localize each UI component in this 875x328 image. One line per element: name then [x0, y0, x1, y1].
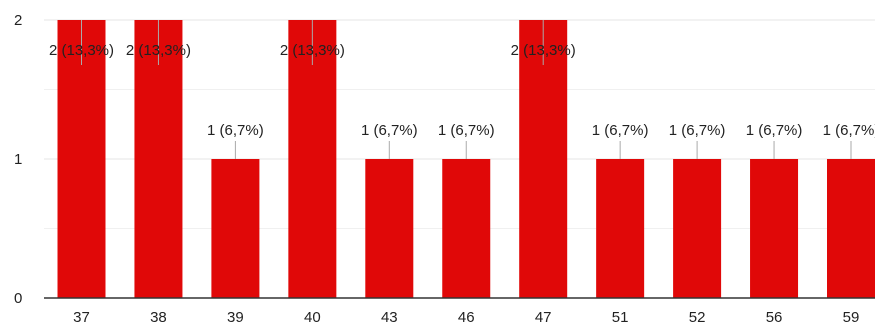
x-tick-label: 37 — [73, 309, 90, 326]
y-tick-label: 0 — [14, 290, 22, 307]
bar — [211, 159, 260, 298]
bar — [365, 159, 414, 298]
axis-layer: 0 1 2 37 38 39 40 43 46 47 51 52 56 59 — [14, 12, 875, 326]
data-label: 2 (13,3%) — [126, 42, 191, 59]
bar — [57, 20, 106, 298]
bar — [827, 159, 875, 298]
bars-layer — [57, 20, 875, 298]
y-tick-label: 1 — [14, 151, 22, 168]
x-tick-label: 47 — [535, 309, 552, 326]
bar — [134, 20, 183, 298]
x-tick-label: 40 — [304, 309, 321, 326]
data-label: 1 (6,7%) — [669, 122, 726, 139]
x-tick-label: 51 — [612, 309, 629, 326]
data-label: 1 (6,7%) — [361, 122, 418, 139]
x-tick-label: 59 — [843, 309, 860, 326]
bar — [750, 159, 799, 298]
data-label: 2 (13,3%) — [49, 42, 114, 59]
data-label: 1 (6,7%) — [438, 122, 495, 139]
x-tick-label: 46 — [458, 309, 475, 326]
bar — [519, 20, 568, 298]
data-label: 1 (6,7%) — [746, 122, 803, 139]
x-tick-label: 43 — [381, 309, 398, 326]
x-tick-label: 52 — [689, 309, 706, 326]
bar — [596, 159, 645, 298]
bar — [442, 159, 491, 298]
data-label: 2 (13,3%) — [511, 42, 576, 59]
x-tick-label: 56 — [766, 309, 783, 326]
data-labels-layer: 2 (13,3%) 2 (13,3%) 1 (6,7%) 2 (13,3%) 1 (6,… — [49, 20, 875, 159]
data-label: 1 (6,7%) — [592, 122, 649, 139]
bar — [673, 159, 722, 298]
data-label: 1 (6,7%) — [207, 122, 264, 139]
x-tick-label: 39 — [227, 309, 244, 326]
y-tick-label: 2 — [14, 12, 22, 29]
x-tick-label: 38 — [150, 309, 167, 326]
data-label: 2 (13,3%) — [280, 42, 345, 59]
data-label: 1 (6,7%) — [823, 122, 875, 139]
bar — [288, 20, 337, 298]
